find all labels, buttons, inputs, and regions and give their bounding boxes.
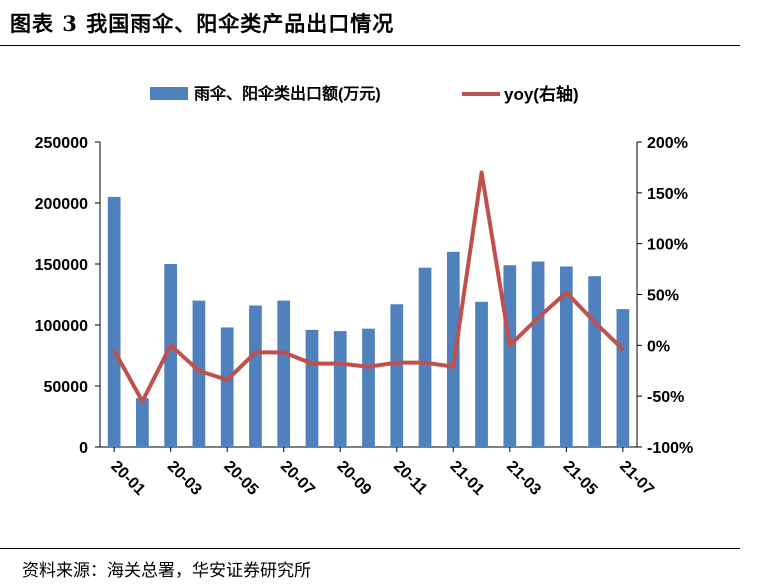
- bar: [616, 309, 630, 447]
- x-tick-label: 21-03: [503, 458, 544, 499]
- bar: [390, 304, 404, 447]
- y-right-tick-label: 100%: [647, 237, 688, 254]
- bar: [277, 300, 291, 447]
- y-right-tick-label: -50%: [647, 389, 684, 406]
- chart-axes: 0 50000 100000 150000 200000 250000 -100% -50% 0…: [35, 135, 694, 457]
- yoy-point: [593, 320, 597, 324]
- yoy-point: [197, 369, 201, 373]
- y-left-tick-label: 150000: [35, 257, 88, 274]
- bar: [475, 301, 488, 447]
- yoy-point: [451, 365, 455, 369]
- y-right-tick-label: 150%: [647, 186, 688, 203]
- yoy-point: [169, 343, 173, 347]
- bar: [192, 300, 206, 447]
- x-tick-label: 20-09: [333, 458, 374, 499]
- bar: [503, 265, 517, 447]
- y-right-tick-label: -100%: [647, 440, 693, 457]
- footer-rule: [0, 548, 740, 549]
- legend-bar-label: 雨伞、阳伞类出口额(万元): [194, 84, 381, 103]
- x-tick-label: 20-03: [164, 458, 205, 499]
- yoy-series: [112, 170, 625, 404]
- bar: [362, 328, 375, 447]
- yoy-point: [282, 350, 286, 354]
- x-axis-ticks: 20-01 20-03 20-05 20-07 20-09 20-11 21-01 21-03…: [107, 447, 657, 499]
- yoy-point: [338, 362, 342, 366]
- yoy-point: [367, 365, 370, 369]
- yoy-point: [480, 171, 484, 174]
- y-right-tick-label: 50%: [647, 288, 679, 305]
- bar: [164, 264, 178, 447]
- legend-bar-swatch: [150, 87, 188, 100]
- yoy-point: [112, 348, 116, 352]
- x-tick-label: 21-01: [446, 458, 487, 499]
- yoy-point: [423, 361, 427, 365]
- bar: [531, 261, 545, 447]
- chart-legend: 雨伞、阳伞类出口额(万元) yoy(右轴): [150, 84, 579, 104]
- yoy-point: [310, 362, 314, 366]
- x-tick-label: 20-05: [220, 458, 261, 499]
- yoy-point: [225, 378, 229, 382]
- y-left-tick-label: 100000: [35, 318, 88, 335]
- y-right-tick-label: 0%: [647, 338, 670, 355]
- bar: [305, 329, 319, 447]
- yoy-point: [395, 361, 399, 365]
- y-left-tick-label: 0: [79, 440, 88, 457]
- bar: [107, 196, 121, 447]
- figure-title: 图表 3 我国雨伞、阳伞类产品出口情况: [10, 11, 395, 36]
- chart: 雨伞、阳伞类出口额(万元) yoy(右轴) 0 50000 100000 150000…: [35, 84, 694, 499]
- title-rule: [0, 45, 740, 46]
- bar: [220, 327, 234, 447]
- x-tick-label: 20-11: [390, 458, 430, 498]
- bar: [588, 276, 601, 447]
- y-left-tick-label: 200000: [35, 196, 88, 213]
- y-left-tick-label: 250000: [35, 135, 88, 152]
- x-tick-label: 21-07: [616, 458, 657, 499]
- y-left-tick-label: 50000: [44, 379, 89, 396]
- x-tick-label: 21-05: [560, 458, 601, 499]
- yoy-point: [536, 316, 540, 320]
- bar: [136, 398, 149, 447]
- yoy-point: [564, 290, 568, 294]
- bar-series: [107, 196, 630, 447]
- bar: [446, 251, 460, 447]
- x-tick-label: 20-01: [107, 458, 148, 499]
- bar: [559, 266, 573, 447]
- yoy-point: [253, 350, 257, 354]
- y-right-tick-label: 200%: [647, 135, 688, 152]
- bar: [249, 305, 262, 447]
- yoy-point: [621, 347, 625, 351]
- yoy-point: [140, 399, 144, 403]
- yoy-point: [508, 343, 512, 347]
- bar: [418, 267, 432, 447]
- source-note: 资料来源：海关总署，华安证券研究所: [22, 561, 311, 581]
- bar: [333, 331, 347, 447]
- legend-line-label: yoy(右轴): [504, 84, 579, 104]
- x-tick-label: 20-07: [277, 458, 318, 499]
